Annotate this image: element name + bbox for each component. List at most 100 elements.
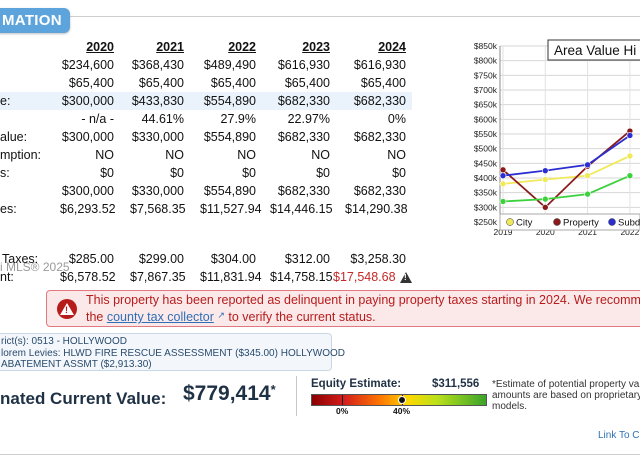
chart-title: Area Value Hi bbox=[554, 43, 636, 58]
table-row: alue: $300,000 $330,000 $554,890 $682,330 $68… bbox=[0, 128, 412, 146]
series-line bbox=[502, 174, 631, 203]
alert-suffix: to verify the current status. bbox=[224, 310, 376, 324]
estimated-value: $779,414* bbox=[183, 382, 276, 406]
table-cell: $6,578.52 bbox=[60, 270, 116, 284]
y-tick-label: $750k bbox=[474, 70, 498, 80]
table-cell: $11,831.94 bbox=[200, 270, 262, 284]
estimate-disclaimer: *Estimate of potential property va amoun… bbox=[492, 379, 640, 412]
data-point bbox=[542, 195, 549, 203]
table-cell: NO bbox=[387, 148, 406, 162]
table-cell: $682,330 bbox=[277, 94, 330, 108]
table-cell: $0 bbox=[242, 166, 256, 180]
district-info-box: rict(s): 0513 - HOLLYWOOD lorem Levies: … bbox=[0, 333, 345, 371]
table-cell: $6,293.52 bbox=[60, 202, 116, 216]
table-cell: $0 bbox=[100, 166, 114, 180]
table-cell: $554,890 bbox=[203, 94, 256, 108]
link-to-link[interactable]: Link To Co bbox=[598, 430, 640, 441]
levies-line: ABATEMENT ASSMT ($2,913.30) bbox=[1, 359, 152, 370]
table-cell: $330,000 bbox=[131, 130, 184, 144]
y-tick-label: $300k bbox=[474, 202, 498, 212]
row-label: Taxes: bbox=[2, 252, 39, 266]
estimated-value-label: nated Current Value: bbox=[0, 389, 167, 408]
table-cell: $616,930 bbox=[353, 58, 406, 72]
chart-svg: $250k $300k $350k $400k $450k $500k $550k $600k… bbox=[474, 39, 640, 237]
y-tick-label: $450k bbox=[474, 158, 498, 168]
external-link-icon: ↗ bbox=[217, 310, 225, 320]
legend-swatch bbox=[608, 218, 616, 226]
y-tick-label: $700k bbox=[474, 85, 498, 95]
table-cell: $433,830 bbox=[131, 94, 184, 108]
equity-label: Equity Estimate: bbox=[311, 378, 402, 390]
table-row: $65,400 $65,400 $65,400 $65,400 $65,400 bbox=[0, 74, 412, 92]
table-row: Taxes: $285.00 $299.00 $304.00 $312.00 $3,258… bbox=[0, 250, 412, 268]
county-tax-collector-link[interactable]: county tax collector bbox=[106, 310, 214, 324]
table-cell: $682,330 bbox=[353, 94, 406, 108]
estimate-asterisk: * bbox=[270, 382, 276, 397]
table-cell: 22.97% bbox=[287, 112, 330, 126]
data-point bbox=[499, 180, 507, 188]
table-cell: $330,000 bbox=[131, 184, 184, 198]
x-tick-label: 2020 bbox=[536, 227, 555, 237]
series-line bbox=[502, 130, 631, 209]
table-cell: $300,000 bbox=[61, 184, 114, 198]
table-cell: $554,890 bbox=[203, 130, 256, 144]
data-point bbox=[584, 190, 591, 198]
row-label: es: bbox=[0, 202, 17, 216]
table-cell: $14,446.15 bbox=[270, 202, 333, 216]
y-tick-label: $550k bbox=[474, 129, 498, 139]
delinquent-warning-icon bbox=[400, 272, 412, 283]
alert-message-line2: the county tax collector ↗ to verify the… bbox=[86, 310, 376, 324]
table-cell: $65,400 bbox=[68, 76, 114, 90]
data-point bbox=[542, 176, 549, 183]
table-cell: $682,330 bbox=[353, 130, 406, 144]
y-tick-label: $250k bbox=[474, 217, 498, 227]
table-cell: $368,430 bbox=[131, 58, 184, 72]
table-cell: $285.00 bbox=[68, 252, 114, 266]
gauge-tick bbox=[342, 395, 343, 405]
mls-copyright-note: i MLS® 2025 bbox=[0, 260, 70, 274]
table-cell: 44.61% bbox=[141, 112, 184, 126]
table-cell: $682,330 bbox=[353, 184, 406, 198]
row-label: s: bbox=[0, 166, 10, 180]
legend-label: Subdivi bbox=[618, 218, 640, 229]
district-line: rict(s): 0513 - HOLLYWOOD bbox=[1, 336, 127, 347]
table-cell: $0 bbox=[316, 166, 330, 180]
y-tick-label: $350k bbox=[474, 188, 498, 198]
row-label: mption: bbox=[0, 148, 41, 162]
table-header-row: 2020 2021 2022 2023 2024 bbox=[0, 38, 412, 56]
data-point bbox=[626, 172, 634, 179]
table-row: mption: NO NO NO NO NO bbox=[0, 146, 412, 164]
table-row: nt: $6,578.52 $7,867.35 $11,831.94 $14,758.1… bbox=[0, 268, 412, 286]
legend-swatch bbox=[506, 218, 514, 226]
table-cell: - n/a - bbox=[81, 112, 114, 126]
equity-gauge bbox=[311, 394, 487, 406]
y-tick-label: $850k bbox=[474, 41, 498, 51]
table-cell: $65,400 bbox=[284, 76, 330, 90]
table-cell: $65,400 bbox=[360, 76, 406, 90]
y-tick-label: $650k bbox=[474, 100, 498, 110]
series-line bbox=[502, 134, 631, 177]
data-point bbox=[499, 172, 507, 179]
row-label: alue: bbox=[0, 130, 28, 144]
data-point bbox=[626, 132, 634, 139]
data-point bbox=[542, 204, 549, 211]
table-row: - n/a - 44.61% 27.9% 22.97% 0% bbox=[0, 110, 412, 128]
table-cell: $682,330 bbox=[277, 184, 330, 198]
table-cell: $682,330 bbox=[277, 130, 330, 144]
table-cell: $616,930 bbox=[277, 58, 330, 72]
year-header: 2021 bbox=[156, 40, 184, 54]
table-cell: 0% bbox=[387, 112, 406, 126]
table-cell: $65,400 bbox=[138, 76, 184, 90]
table-cell: NO bbox=[311, 148, 330, 162]
divider bbox=[296, 376, 297, 416]
chart-title-box bbox=[547, 39, 640, 61]
data-point bbox=[584, 172, 591, 179]
year-header: 2023 bbox=[302, 40, 330, 54]
delinquency-alert: ! This property has been reported as del… bbox=[46, 290, 640, 327]
y-tick-label: $500k bbox=[474, 144, 498, 154]
estimated-value-amount: $779,414 bbox=[183, 382, 271, 405]
y-tick-label: $600k bbox=[474, 114, 498, 124]
warning-icon: ! bbox=[57, 299, 77, 319]
table-cell: $0 bbox=[392, 166, 406, 180]
x-tick-label: 2019 bbox=[494, 227, 513, 237]
